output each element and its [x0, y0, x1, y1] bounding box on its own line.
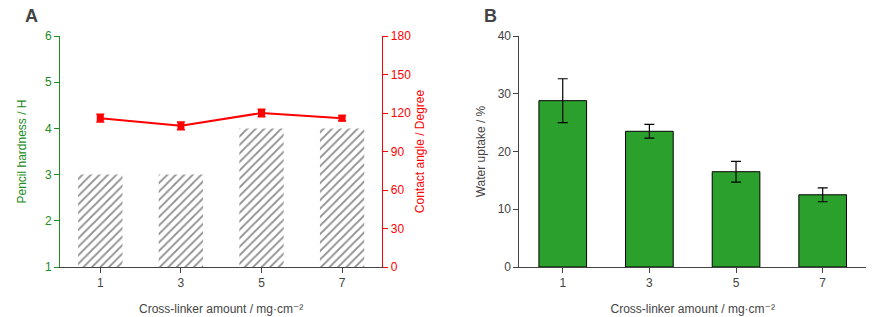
svg-text:5: 5 [258, 276, 265, 290]
svg-text:A: A [25, 6, 38, 26]
svg-text:Pencil hardness / H: Pencil hardness / H [15, 99, 29, 203]
svg-text:4: 4 [45, 122, 52, 136]
svg-text:7: 7 [339, 276, 346, 290]
svg-text:30: 30 [391, 222, 405, 236]
svg-text:10: 10 [498, 202, 512, 216]
svg-text:20: 20 [498, 145, 512, 159]
svg-text:1: 1 [97, 276, 104, 290]
svg-text:Cross-linker amount / mg·cm⁻²: Cross-linker amount / mg·cm⁻² [139, 302, 303, 316]
svg-text:0: 0 [504, 260, 511, 274]
svg-text:3: 3 [178, 276, 185, 290]
svg-text:5: 5 [45, 75, 52, 89]
svg-text:3: 3 [45, 168, 52, 182]
svg-text:30: 30 [498, 87, 512, 101]
svg-text:120: 120 [391, 106, 411, 120]
svg-text:B: B [484, 6, 497, 26]
svg-text:6: 6 [45, 29, 52, 43]
svg-text:7: 7 [819, 276, 826, 290]
svg-text:2: 2 [45, 214, 52, 228]
svg-text:5: 5 [733, 276, 740, 290]
svg-text:1: 1 [559, 276, 566, 290]
svg-text:1: 1 [45, 260, 52, 274]
svg-text:Water uptake / %: Water uptake / % [474, 105, 488, 197]
svg-text:150: 150 [391, 68, 411, 82]
svg-text:0: 0 [391, 260, 398, 274]
svg-text:40: 40 [498, 29, 512, 43]
svg-text:180: 180 [391, 29, 411, 43]
svg-text:90: 90 [391, 145, 405, 159]
svg-text:Contact angle / Degree: Contact angle / Degree [413, 89, 427, 213]
svg-text:60: 60 [391, 183, 405, 197]
svg-text:Cross-linker amount / mg·cm⁻²: Cross-linker amount / mg·cm⁻² [611, 302, 775, 316]
svg-text:3: 3 [646, 276, 653, 290]
